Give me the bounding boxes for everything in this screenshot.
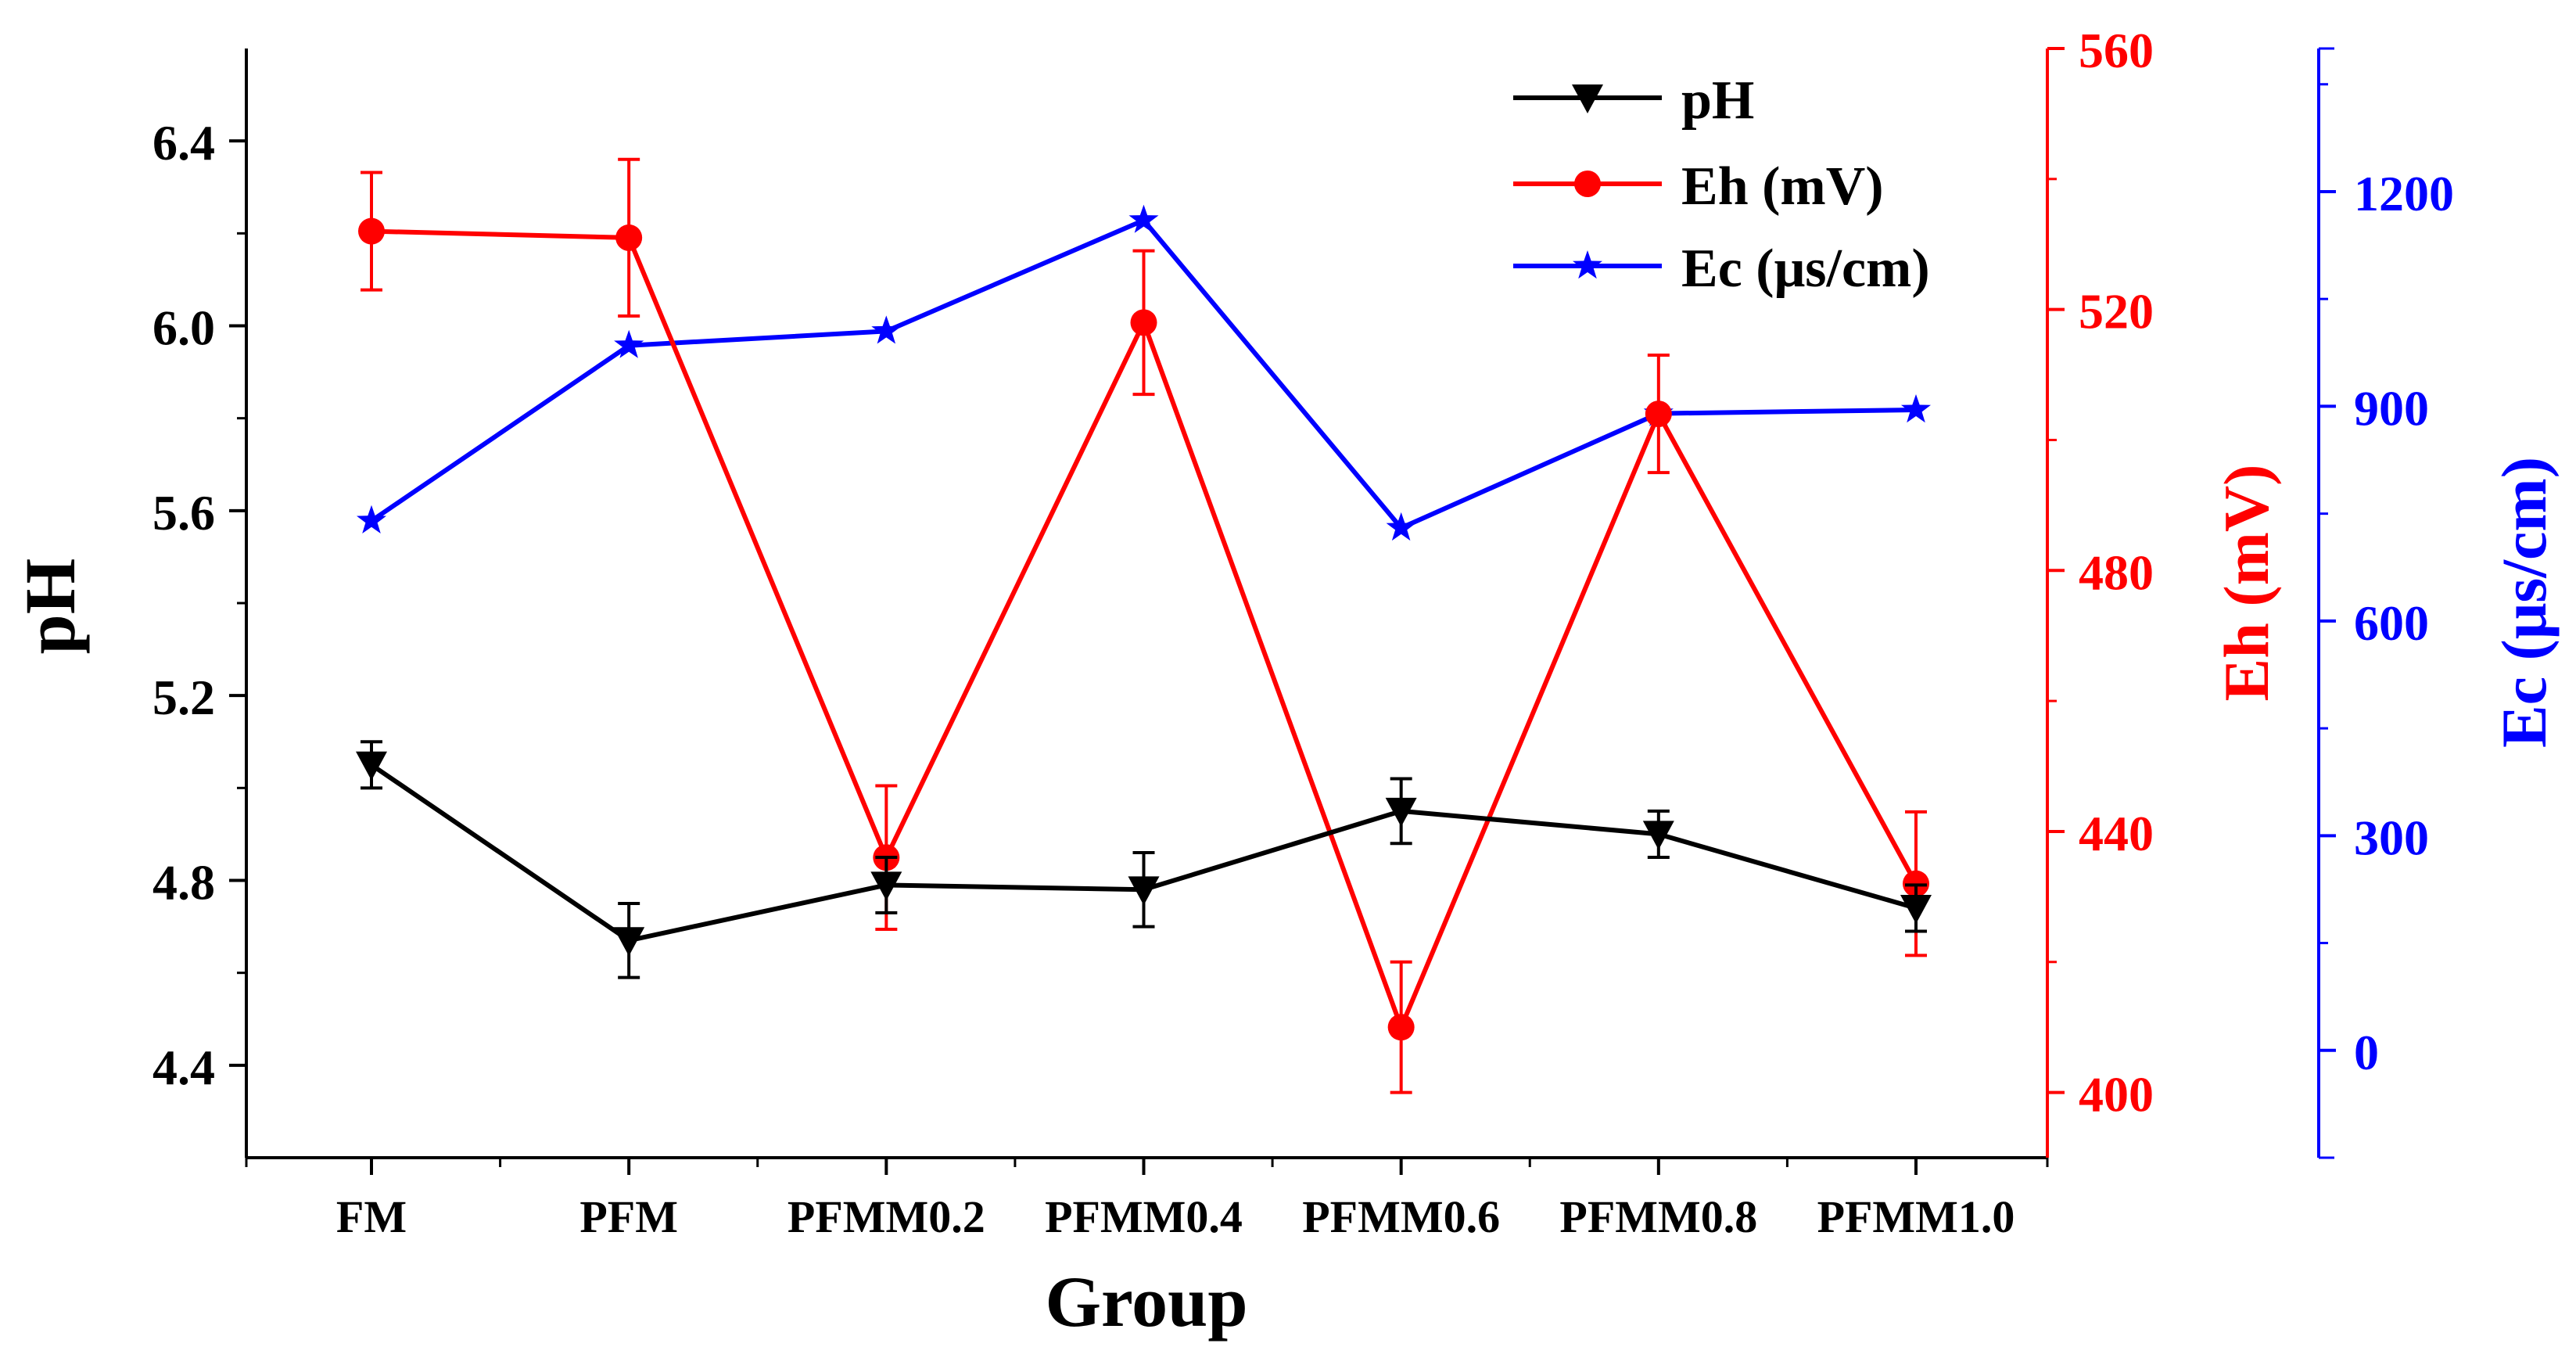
ph-point: [1128, 876, 1160, 906]
x-tick-label: PFMM0.8: [1559, 1191, 1757, 1242]
ph-tick-label: 4.8: [152, 855, 215, 911]
series-layer: [356, 157, 1932, 1094]
legend-marker-ec: [1573, 250, 1602, 279]
legend-label-ph: pH: [1681, 70, 1754, 131]
ec-point: [1128, 204, 1159, 233]
eh-point: [615, 224, 643, 251]
ec-point: [1901, 394, 1931, 423]
x-tick-label: FM: [336, 1191, 407, 1242]
legend: pH Eh (mV) Ec (μs/cm): [1513, 70, 1930, 299]
ph-tick-label: 6.4: [152, 115, 215, 171]
ph-point: [870, 871, 902, 901]
ph-point: [1642, 821, 1674, 850]
legend-label-eh: Eh (mV): [1681, 156, 1884, 217]
eh-tick-label: 480: [2079, 544, 2154, 600]
ec-axis-title: Ec (μs/cm): [2488, 457, 2560, 748]
legend-label-ec: Ec (μs/cm): [1681, 239, 1930, 299]
legend-marker-ph: [1572, 84, 1603, 113]
ph-axis-title: pH: [10, 559, 90, 655]
ec-axis: 0 300 600 900 1200: [2317, 47, 2454, 1159]
ec-point: [614, 329, 644, 358]
ec-point: [1386, 512, 1416, 541]
ph-point: [613, 927, 645, 957]
x-tick-label: PFMM1.0: [1817, 1191, 2015, 1242]
eh-point: [1645, 401, 1672, 428]
ph-point: [1385, 797, 1417, 827]
ec-tick-label: 0: [2354, 1025, 2379, 1080]
ph-point: [1900, 894, 1932, 924]
x-axis: FM PFM PFMM0.2 PFMM0.4 PFMM0.6 PFMM0.8 PFMM1.0: [245, 1158, 2049, 1242]
ec-tick-label: 600: [2354, 595, 2429, 651]
legend-marker-eh: [1574, 171, 1601, 197]
eh-tick-label: 440: [2079, 806, 2154, 861]
eh-axis-title: Eh (mV): [2211, 465, 2282, 702]
eh-axis: 400 440 480 520 560: [2046, 23, 2154, 1158]
eh-point: [1130, 309, 1157, 336]
x-tick-label: PFMM0.6: [1302, 1191, 1500, 1242]
eh-tick-label: 520: [2079, 284, 2154, 339]
ph-tick-label: 5.2: [152, 670, 215, 725]
ph-point: [356, 751, 387, 781]
x-tick-label: PFMM0.4: [1045, 1191, 1243, 1242]
ec-tick-label: 1200: [2354, 166, 2454, 221]
eh-point: [1387, 1014, 1415, 1041]
ec-point: [871, 315, 902, 344]
x-axis-title: Group: [1045, 1262, 1247, 1342]
ph-tick-label: 6.0: [152, 300, 215, 356]
ec-point: [357, 505, 386, 533]
eh-tick-label: 560: [2079, 23, 2154, 78]
eh-point: [358, 217, 385, 245]
ec-tick-label: 900: [2354, 380, 2429, 436]
ph-axis: 4.4 4.8 5.2 5.6 6.0 6.4: [152, 115, 246, 1095]
x-tick-label: PFM: [579, 1191, 678, 1242]
x-tick-label: PFMM0.2: [788, 1191, 985, 1242]
ph-tick-label: 5.6: [152, 485, 215, 541]
ec-tick-label: 300: [2354, 810, 2429, 865]
eh-tick-label: 400: [2079, 1067, 2154, 1123]
ph-tick-label: 4.4: [152, 1040, 215, 1095]
